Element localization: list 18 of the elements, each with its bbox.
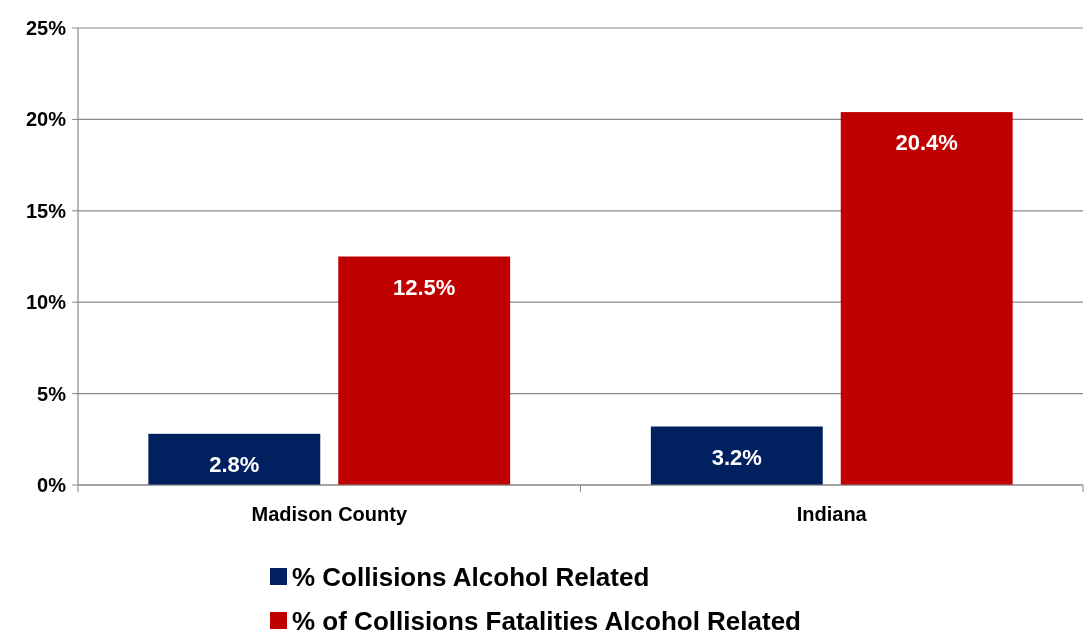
y-tick-label: 20% xyxy=(25,108,67,131)
y-tick-label: 25% xyxy=(25,17,67,39)
y-tick-label: 10% xyxy=(25,291,67,314)
data-label: 20.4% xyxy=(895,130,958,156)
legend-label: % of Collisions Fatalities Alcohol Related xyxy=(292,606,802,633)
y-tick-label: 15% xyxy=(25,199,67,222)
y-tick-label: 0% xyxy=(37,474,67,496)
bar xyxy=(338,256,511,485)
data-label: 12.5% xyxy=(393,274,456,300)
data-label: 2.8% xyxy=(209,451,260,477)
bar xyxy=(650,426,823,485)
data-label: 3.2% xyxy=(711,444,762,470)
x-tick-label: Indiana xyxy=(796,503,868,525)
legend-label: % Collisions Alcohol Related xyxy=(292,562,650,593)
y-tick-label: 5% xyxy=(37,382,67,405)
x-tick-label: Madison County xyxy=(251,503,408,525)
bar xyxy=(148,433,321,485)
bar xyxy=(840,112,1013,485)
